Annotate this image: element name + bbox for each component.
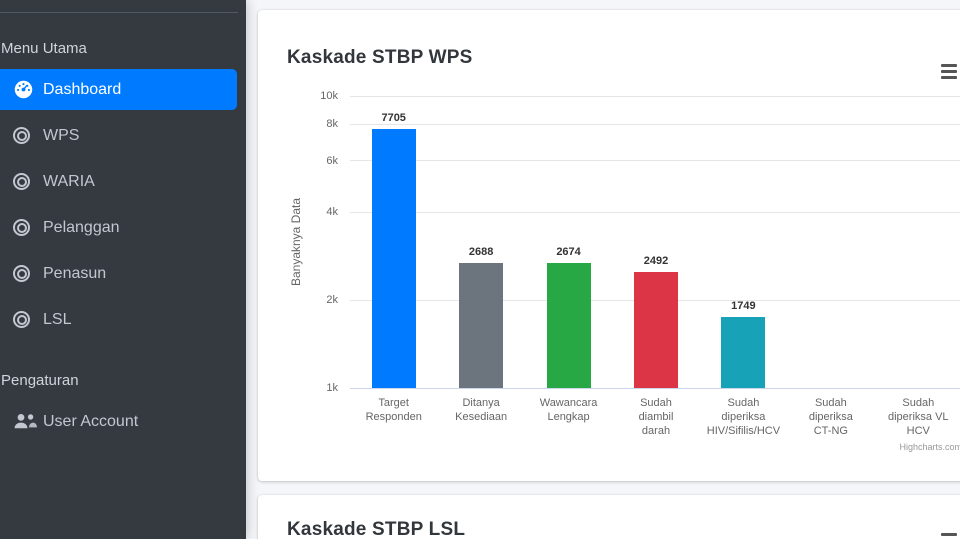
- x-axis-category-label: Sudah diperiksa VL HCV: [888, 397, 949, 437]
- x-axis-category-label: Wawancara Lengkap: [539, 397, 598, 423]
- hamburger-menu-icon[interactable]: [941, 533, 957, 539]
- bullseye-icon: [13, 173, 42, 190]
- x-axis-category-label: Sudah diperiksa HIV/Sifilis/HCV: [706, 397, 781, 437]
- main-content: Kaskade STBP WPS 10k 8k 6k 4k 2k 1k Banyaknya …: [246, 0, 960, 539]
- bar-value-label: 2688: [468, 245, 494, 258]
- sidebar-top-divider: [0, 12, 238, 13]
- bar-value-label: 2674: [556, 246, 581, 259]
- y-gridline: [350, 123, 960, 125]
- bar-2[interactable]: [459, 262, 504, 388]
- bullseye-icon: [13, 311, 42, 328]
- bar-value-label: 2492: [643, 255, 669, 268]
- sidebar: Menu Utama Dashboard WPS: [0, 0, 246, 539]
- x-axis-line: [350, 388, 960, 389]
- y-axis-tick-label: 6k: [326, 154, 338, 167]
- sidebar-item-label: Dashboard: [43, 80, 122, 98]
- highcharts-credit-link[interactable]: Highcharts.com: [899, 442, 960, 452]
- chart-card-lsl: Kaskade STBP LSL: [258, 495, 960, 539]
- users-icon: [13, 413, 42, 430]
- bar-1[interactable]: [371, 129, 416, 388]
- sidebar-item-label: LSL: [43, 310, 72, 328]
- x-axis-category-label: Sudah diperiksa CT-NG: [808, 397, 853, 437]
- nav-header-menu-utama: Menu Utama: [1, 40, 87, 57]
- y-axis-tick-label: 1k: [326, 382, 338, 394]
- sidebar-item-label: WARIA: [43, 172, 95, 190]
- sidebar-nav-settings: User Account: [0, 401, 246, 442]
- nav-header-pengaturan: Pengaturan: [1, 372, 79, 389]
- sidebar-item-label: WPS: [43, 126, 80, 144]
- bullseye-icon: [13, 265, 42, 282]
- hamburger-menu-icon[interactable]: [941, 64, 957, 82]
- sidebar-item-lsl[interactable]: LSL: [0, 299, 237, 340]
- bullseye-icon: [13, 219, 42, 236]
- x-axis-category-label: Ditanya Kesediaan: [455, 397, 508, 423]
- y-axis-tick-label: 10k: [320, 90, 338, 102]
- bar-value-label: 1749: [731, 300, 756, 313]
- sidebar-item-waria[interactable]: WARIA: [0, 161, 237, 202]
- y-axis-tick-label: 4k: [326, 206, 338, 219]
- chart-title: Kaskade STBP LSL: [287, 519, 466, 539]
- chart-title: Kaskade STBP WPS: [287, 47, 473, 68]
- sidebar-item-user-account[interactable]: User Account: [0, 401, 237, 442]
- x-axis-category-label: Target Responden: [365, 397, 422, 423]
- bar-value-label: 7705: [381, 112, 406, 125]
- chart-card-wps: Kaskade STBP WPS 10k 8k 6k 4k 2k 1k Banyaknya …: [258, 10, 960, 481]
- sidebar-nav-main: Dashboard WPS WARIA Pelanggan Penasun LS…: [0, 69, 246, 340]
- sidebar-item-label: Pelanggan: [43, 218, 120, 236]
- sidebar-item-penasun[interactable]: Penasun: [0, 253, 237, 294]
- y-gridline: [350, 160, 960, 162]
- y-gridline: [350, 211, 960, 213]
- bar-chart: 10k 8k 6k 4k 2k 1k Banyaknya Data 7705 2688 2674 2…: [258, 10, 960, 481]
- y-axis-tick-label: 8k: [326, 118, 338, 131]
- y-gridline: [350, 95, 960, 97]
- y-axis-tick-label: 2k: [326, 294, 338, 307]
- sidebar-item-wps[interactable]: WPS: [0, 115, 237, 156]
- bullseye-icon: [13, 127, 42, 144]
- x-axis-category-label: Sudah diambil darah: [638, 397, 674, 437]
- y-axis-title: Banyaknya Data: [289, 197, 303, 287]
- bar-3[interactable]: [546, 263, 591, 388]
- bar-4[interactable]: [634, 272, 678, 388]
- sidebar-item-label: User Account: [43, 412, 139, 430]
- sidebar-item-label: Penasun: [43, 264, 107, 282]
- sidebar-item-pelanggan[interactable]: Pelanggan: [0, 207, 237, 248]
- tachometer-icon: [13, 79, 42, 100]
- bar-5[interactable]: [721, 317, 766, 388]
- sidebar-item-dashboard[interactable]: Dashboard: [0, 69, 237, 110]
